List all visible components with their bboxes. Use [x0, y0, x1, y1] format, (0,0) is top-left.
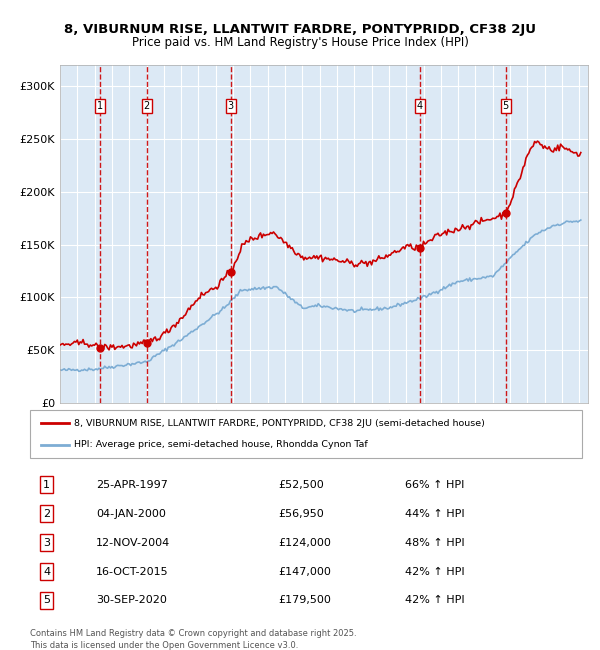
Text: 1: 1: [43, 480, 50, 489]
Text: £56,950: £56,950: [278, 508, 324, 519]
Text: £52,500: £52,500: [278, 480, 324, 489]
Text: 44% ↑ HPI: 44% ↑ HPI: [406, 508, 465, 519]
Text: 5: 5: [503, 101, 509, 111]
Text: 42% ↑ HPI: 42% ↑ HPI: [406, 567, 465, 577]
Text: 48% ↑ HPI: 48% ↑ HPI: [406, 538, 465, 547]
Text: £124,000: £124,000: [278, 538, 331, 547]
Text: £147,000: £147,000: [278, 567, 331, 577]
FancyBboxPatch shape: [30, 410, 582, 458]
Text: 4: 4: [417, 101, 423, 111]
Text: 4: 4: [43, 567, 50, 577]
Text: 8, VIBURNUM RISE, LLANTWIT FARDRE, PONTYPRIDD, CF38 2JU (semi-detached house): 8, VIBURNUM RISE, LLANTWIT FARDRE, PONTY…: [74, 419, 485, 428]
Text: 42% ↑ HPI: 42% ↑ HPI: [406, 595, 465, 606]
Text: 2: 2: [43, 508, 50, 519]
Text: 3: 3: [228, 101, 234, 111]
Text: 8, VIBURNUM RISE, LLANTWIT FARDRE, PONTYPRIDD, CF38 2JU: 8, VIBURNUM RISE, LLANTWIT FARDRE, PONTY…: [64, 23, 536, 36]
Text: 1: 1: [97, 101, 103, 111]
Text: 5: 5: [43, 595, 50, 606]
Text: 2: 2: [143, 101, 150, 111]
Text: Contains HM Land Registry data © Crown copyright and database right 2025.
This d: Contains HM Land Registry data © Crown c…: [30, 629, 356, 650]
Text: 12-NOV-2004: 12-NOV-2004: [96, 538, 170, 547]
Text: 16-OCT-2015: 16-OCT-2015: [96, 567, 169, 577]
Text: £179,500: £179,500: [278, 595, 331, 606]
Text: HPI: Average price, semi-detached house, Rhondda Cynon Taf: HPI: Average price, semi-detached house,…: [74, 440, 368, 449]
Text: Price paid vs. HM Land Registry's House Price Index (HPI): Price paid vs. HM Land Registry's House …: [131, 36, 469, 49]
Text: 3: 3: [43, 538, 50, 547]
Text: 30-SEP-2020: 30-SEP-2020: [96, 595, 167, 606]
Text: 66% ↑ HPI: 66% ↑ HPI: [406, 480, 465, 489]
Text: 25-APR-1997: 25-APR-1997: [96, 480, 168, 489]
Text: 04-JAN-2000: 04-JAN-2000: [96, 508, 166, 519]
